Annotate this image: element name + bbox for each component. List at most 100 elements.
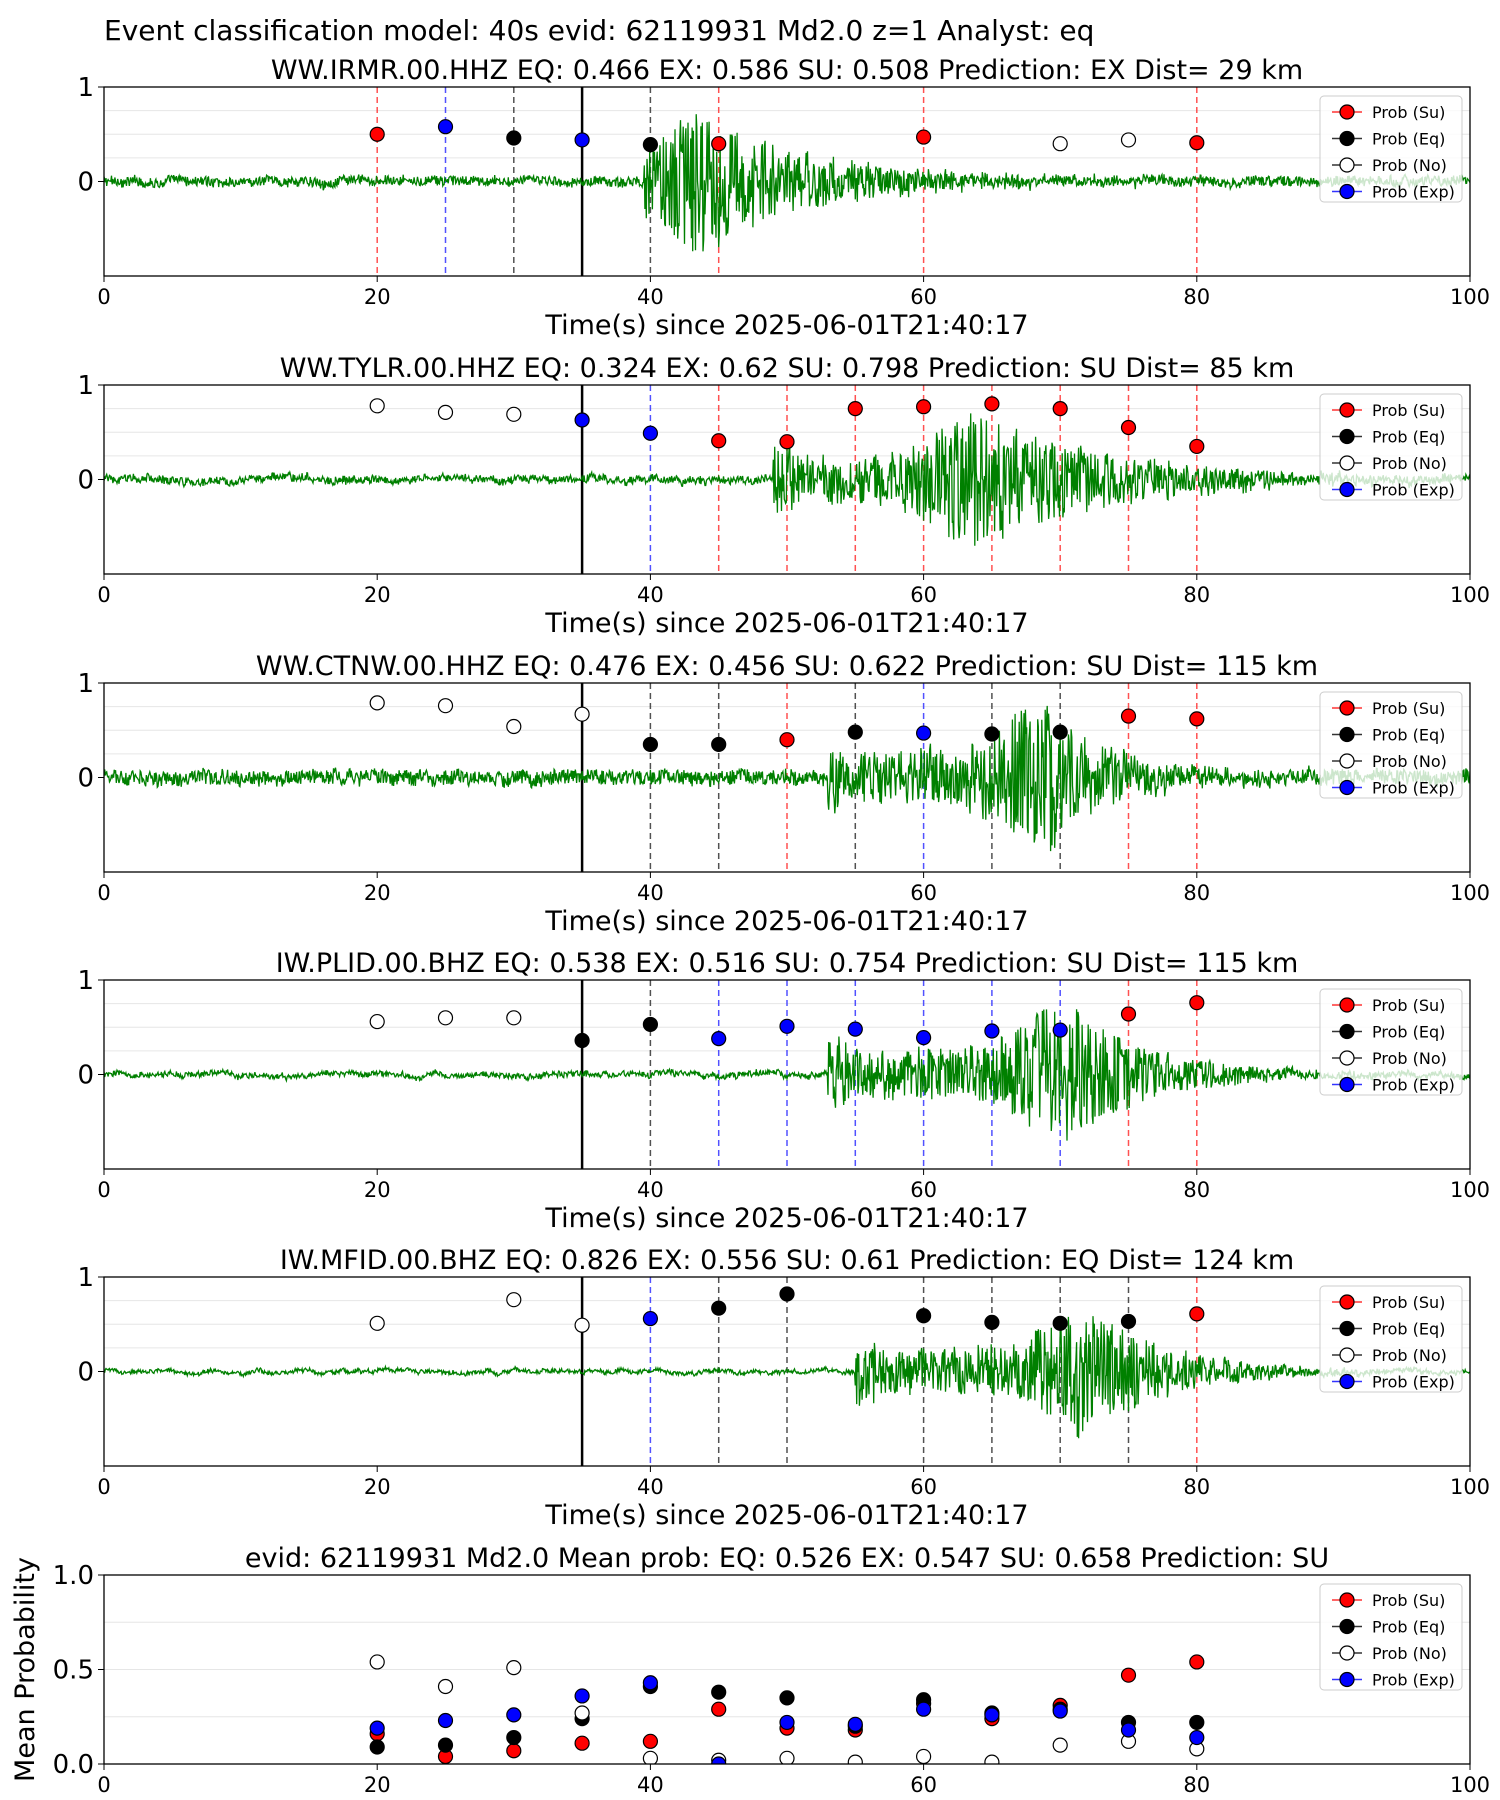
mean-point-su	[711, 1701, 727, 1717]
legend-label: Prob (Exp)	[1372, 481, 1455, 500]
x-tick-label: 80	[1183, 1178, 1210, 1202]
x-tick-label: 20	[364, 1178, 391, 1202]
y-tick-label: 0	[77, 1061, 94, 1091]
prob-point-no	[506, 1010, 522, 1026]
prob-point-exp	[437, 119, 454, 135]
x-tick-label: 60	[910, 285, 937, 309]
mean-point-eq	[506, 1729, 522, 1746]
plot-area	[104, 1621, 1470, 1764]
prob-point-no	[574, 1317, 590, 1333]
prob-point-eq	[642, 137, 659, 153]
prob-point-su	[1120, 708, 1137, 724]
prob-point-su	[1189, 711, 1205, 727]
legend-label: Prob (Exp)	[1372, 1076, 1455, 1095]
mean-point-eq	[369, 1739, 385, 1755]
prob-point-exp	[1052, 1022, 1068, 1038]
x-tick-label: 100	[1450, 1475, 1490, 1499]
x-tick-label: 80	[1183, 583, 1210, 607]
x-tick-label: 40	[637, 1475, 664, 1499]
mean-point-no	[779, 1750, 795, 1764]
x-tick-label: 40	[637, 1178, 664, 1202]
y-tick-label: 1	[77, 966, 94, 996]
prob-point-exp	[915, 725, 932, 741]
x-tick-label: 40	[637, 285, 664, 309]
x-tick-label: 40	[637, 583, 664, 607]
legend-marker-no	[1339, 455, 1355, 471]
prob-point-eq	[1120, 1313, 1137, 1330]
subplot-title: WW.TYLR.00.HHZ EQ: 0.324 EX: 0.62 SU: 0.…	[280, 353, 1295, 384]
y-tick-label: 0.0	[53, 1750, 94, 1780]
x-tick-label: 20	[364, 881, 391, 905]
prob-point-exp	[574, 412, 590, 428]
prob-point-su	[711, 433, 727, 449]
x-tick-label: 60	[910, 1178, 937, 1202]
x-tick-label: 20	[364, 285, 391, 309]
x-tick-label: 0	[97, 285, 110, 309]
prob-point-su	[1189, 438, 1205, 455]
prob-point-exp	[779, 1018, 795, 1034]
y-tick-label: 0	[77, 466, 94, 496]
mean-point-exp	[711, 1756, 727, 1764]
figure-suptitle: Event classification model: 40s evid: 62…	[104, 14, 1094, 47]
y-tick-label: 0	[77, 764, 94, 794]
legend: Prob (Su) Prob (Eq) Prob (No) Prob (Exp)	[1319, 691, 1463, 799]
mean-point-exp	[779, 1714, 795, 1731]
legend-marker-eq	[1339, 130, 1355, 147]
prob-point-eq	[847, 724, 863, 740]
legend-label: Prob (Eq)	[1372, 1320, 1445, 1339]
mean-point-eq	[711, 1684, 727, 1700]
plot-area	[104, 1277, 1470, 1466]
prob-point-no	[437, 404, 454, 421]
legend-label: Prob (Exp)	[1372, 779, 1455, 798]
legend-label: Prob (No)	[1372, 1346, 1447, 1365]
plot-area	[104, 980, 1470, 1169]
legend-label: Prob (Eq)	[1372, 428, 1445, 447]
prob-point-exp	[984, 1023, 1000, 1039]
legend-marker-eq	[1339, 428, 1355, 445]
plot-area	[104, 87, 1470, 276]
legend: Prob (Su) Prob (Eq) Prob (No) Prob (Exp)	[1319, 1285, 1463, 1393]
legend-label: Prob (Su)	[1372, 401, 1445, 420]
prob-point-no	[1120, 132, 1137, 148]
prob-point-exp	[574, 132, 590, 148]
subplot-4: IW.PLID.00.BHZ EQ: 0.538 EX: 0.516 SU: 0…	[77, 948, 1490, 1234]
legend-marker-su	[1339, 700, 1355, 716]
x-tick-label: 0	[97, 583, 110, 607]
prob-point-no	[369, 398, 385, 414]
prob-point-su	[1120, 419, 1137, 436]
x-tick-label: 100	[1450, 583, 1490, 607]
mean-point-no	[916, 1748, 932, 1764]
legend-marker-exp	[1339, 1076, 1355, 1093]
mean-point-eq	[779, 1690, 795, 1706]
prob-point-su	[1052, 401, 1068, 417]
x-axis-label: Time(s) since 2025-06-01T21:40:17	[544, 906, 1028, 937]
x-tick-label: 80	[1183, 1475, 1210, 1499]
plot-area	[104, 385, 1470, 574]
subplot-2: WW.TYLR.00.HHZ EQ: 0.324 EX: 0.62 SU: 0.…	[77, 353, 1490, 639]
mean-point-su	[642, 1733, 659, 1749]
legend-label: Prob (Su)	[1372, 699, 1445, 718]
prob-point-eq	[711, 736, 727, 753]
prob-point-no	[506, 1292, 522, 1308]
legend-marker-su	[1339, 104, 1355, 120]
x-tick-label: 80	[1183, 881, 1210, 905]
legend-label: Prob (Eq)	[1372, 1023, 1445, 1042]
mean-point-su	[1189, 1654, 1205, 1670]
legend-box	[1319, 1285, 1463, 1393]
prob-point-eq	[506, 130, 522, 146]
mean-point-no	[642, 1750, 658, 1764]
prob-point-su	[915, 129, 932, 145]
x-axis-label: Time(s) since 2025-06-01T21:40:17	[544, 608, 1028, 639]
prob-point-exp	[711, 1030, 727, 1047]
legend-label: Prob (Exp)	[1372, 1373, 1455, 1392]
legend: Prob (Su) Prob (Eq) Prob (No) Prob (Exp)	[1319, 1583, 1463, 1691]
x-tick-label: 20	[364, 1475, 391, 1499]
mean-point-exp	[506, 1707, 522, 1723]
x-tick-label: 60	[910, 881, 937, 905]
legend-marker-eq	[1339, 1023, 1355, 1040]
legend-label: Prob (No)	[1372, 156, 1447, 175]
x-tick-label: 100	[1450, 285, 1490, 309]
x-tick-label: 80	[1183, 285, 1210, 309]
legend-label: Prob (Eq)	[1372, 726, 1445, 745]
x-axis-label: Time(s) since 2025-06-01T21:40:17	[544, 1500, 1028, 1531]
